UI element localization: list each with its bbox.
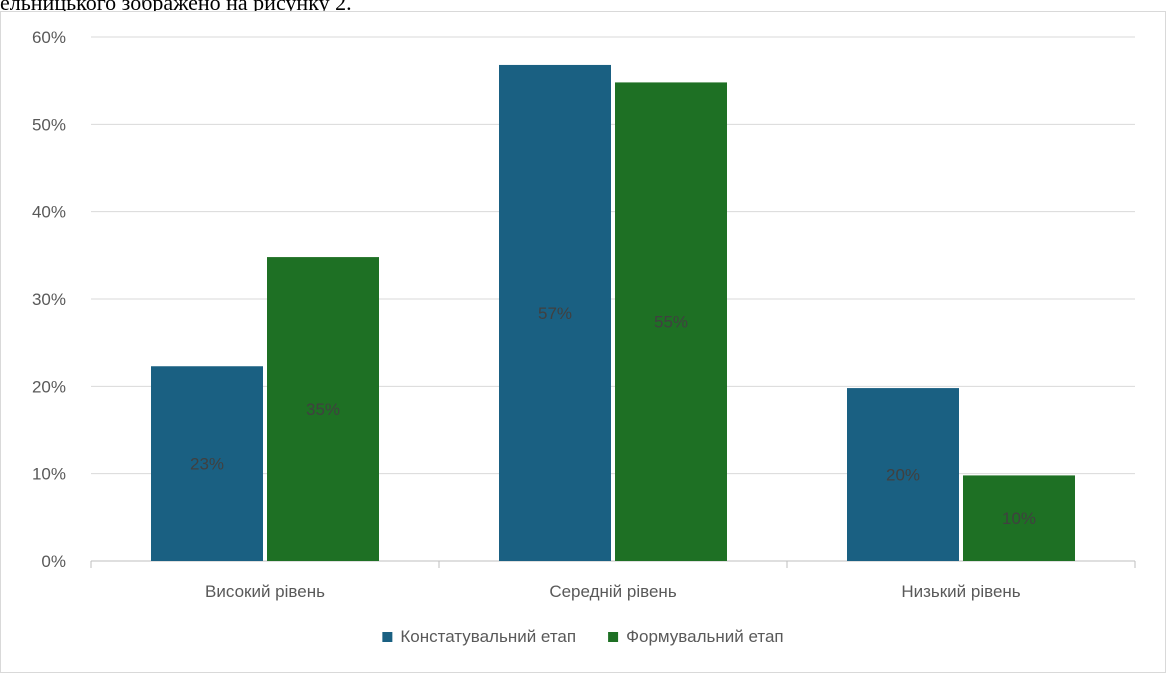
legend-entry-label: Формувальний етап <box>626 627 784 646</box>
data-label: 55% <box>654 313 688 332</box>
y-tick-label: 40% <box>32 203 66 222</box>
y-tick-label: 50% <box>32 115 66 134</box>
x-tick-label: Високий рівень <box>205 582 325 601</box>
data-label: 10% <box>1002 509 1036 528</box>
bar <box>267 257 379 561</box>
bar <box>499 64 611 562</box>
bar <box>615 82 727 561</box>
bar <box>151 366 263 561</box>
bar <box>963 475 1075 561</box>
y-tick-label: 30% <box>32 290 66 309</box>
data-label: 57% <box>538 304 572 323</box>
data-label: 23% <box>190 455 224 474</box>
y-tick-label: 10% <box>32 465 66 484</box>
y-tick-label: 60% <box>32 28 66 47</box>
y-tick-label: 20% <box>32 377 66 396</box>
legend-swatch <box>382 632 393 642</box>
x-tick-label: Середній рівень <box>549 582 676 601</box>
y-tick-label: 0% <box>41 552 66 571</box>
legend-swatch <box>608 632 619 642</box>
data-label: 35% <box>306 400 340 419</box>
x-tick-label: Низький рівень <box>901 582 1020 601</box>
legend-entry-label: Констатувальний етап <box>400 627 576 646</box>
data-label: 20% <box>886 466 920 485</box>
bar <box>847 388 959 561</box>
